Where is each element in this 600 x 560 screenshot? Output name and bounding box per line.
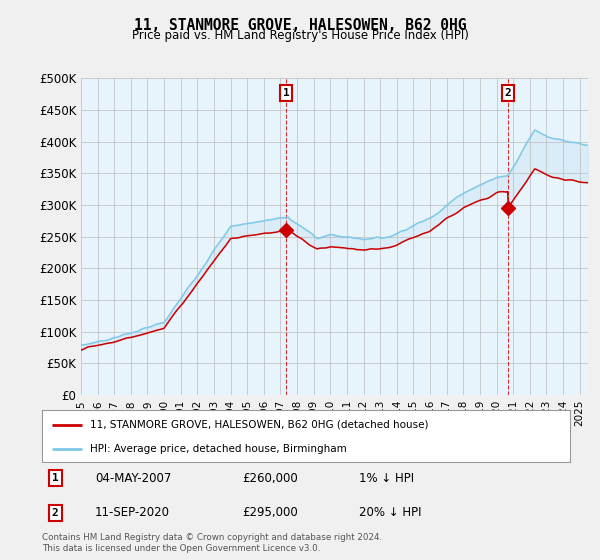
Text: 2: 2 (52, 508, 59, 517)
Text: 20% ↓ HPI: 20% ↓ HPI (359, 506, 421, 519)
Text: £295,000: £295,000 (242, 506, 298, 519)
Text: 1: 1 (52, 473, 59, 483)
Text: 11, STANMORE GROVE, HALESOWEN, B62 0HG: 11, STANMORE GROVE, HALESOWEN, B62 0HG (134, 18, 466, 33)
Text: 2: 2 (505, 88, 511, 98)
Text: 11-SEP-2020: 11-SEP-2020 (95, 506, 170, 519)
Text: HPI: Average price, detached house, Birmingham: HPI: Average price, detached house, Birm… (89, 444, 346, 454)
Text: Price paid vs. HM Land Registry's House Price Index (HPI): Price paid vs. HM Land Registry's House … (131, 29, 469, 42)
Text: 04-MAY-2007: 04-MAY-2007 (95, 472, 171, 485)
Text: 1: 1 (283, 88, 290, 98)
Text: £260,000: £260,000 (242, 472, 298, 485)
Text: 11, STANMORE GROVE, HALESOWEN, B62 0HG (detached house): 11, STANMORE GROVE, HALESOWEN, B62 0HG (… (89, 420, 428, 430)
Text: Contains HM Land Registry data © Crown copyright and database right 2024.
This d: Contains HM Land Registry data © Crown c… (42, 533, 382, 553)
Text: 1% ↓ HPI: 1% ↓ HPI (359, 472, 414, 485)
